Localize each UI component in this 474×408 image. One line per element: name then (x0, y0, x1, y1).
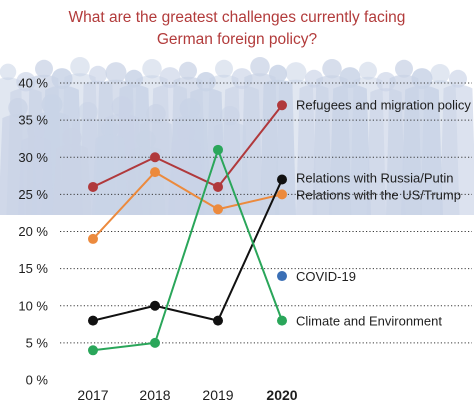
person-body-shape (440, 84, 474, 215)
person-head-shape (27, 121, 45, 140)
grid-lines (60, 82, 472, 344)
data-point (213, 144, 223, 155)
x-tick-label: 2017 (77, 387, 108, 403)
data-point (213, 181, 223, 192)
data-point (88, 181, 98, 192)
person-head-shape (70, 56, 90, 77)
y-tick-label: 10 % (18, 298, 48, 313)
data-point (277, 100, 287, 111)
person-head-shape (395, 59, 413, 78)
person-head-shape (250, 56, 270, 77)
series-label: Relations with Russia/Putin (296, 171, 454, 186)
y-tick-label: 20 % (18, 224, 48, 239)
chart-title-line-2: German foreign policy? (157, 31, 318, 48)
data-point (88, 345, 98, 356)
person-body-shape (210, 122, 250, 215)
person-head-shape (35, 59, 53, 78)
data-point (277, 174, 287, 185)
chart-title: What are the greatest challenges current… (69, 9, 406, 48)
series-line (92, 104, 283, 188)
person-head-shape (142, 58, 162, 79)
person-body-shape (92, 134, 128, 215)
data-point (277, 315, 287, 326)
person-head-shape (8, 97, 28, 118)
data-point (88, 315, 98, 326)
person-head-shape (285, 62, 307, 84)
series-line (92, 179, 283, 322)
person-head-shape (78, 101, 98, 122)
person-head-shape (41, 94, 63, 116)
person-head-shape (111, 96, 133, 118)
person-head-shape (62, 127, 82, 148)
x-tick-label: 2019 (202, 387, 233, 403)
person-head-shape (269, 64, 287, 83)
chart-title-line-1: What are the greatest challenges current… (69, 9, 406, 26)
person-body-shape (18, 136, 54, 215)
person-head-shape (146, 103, 166, 124)
data-point (213, 204, 223, 215)
y-axis-ticks: 0 % 5 % 10 % 15 % 20 % 25 % 30 % 35 % 40 % (18, 76, 48, 388)
data-point (88, 233, 98, 244)
person-head-shape (0, 63, 17, 81)
series-line (92, 148, 283, 352)
person-head-shape (101, 119, 119, 138)
series-label: Climate and Environment (296, 314, 442, 329)
y-tick-label: 25 % (18, 187, 48, 202)
person-head-shape (179, 98, 201, 120)
series-line (92, 171, 283, 240)
series-label: Refugees and migration policy (296, 97, 471, 112)
series-lines (88, 100, 287, 356)
person-head-shape (177, 123, 195, 142)
y-tick-label: 15 % (18, 261, 48, 276)
data-point (277, 271, 287, 282)
person-head-shape (179, 61, 197, 80)
person-head-shape (322, 58, 342, 79)
person-head-shape (430, 63, 450, 84)
y-tick-label: 40 % (18, 76, 48, 91)
series-label: Relations with the US/Trump (296, 187, 461, 202)
y-tick-label: 5 % (26, 335, 49, 350)
data-point (150, 167, 160, 178)
person-head-shape (449, 69, 467, 88)
data-point (150, 300, 160, 311)
x-axis-ticks: 2017 2018 2019 2020 (77, 387, 297, 403)
x-tick-label: 2018 (139, 387, 170, 403)
person-head-shape (220, 105, 240, 126)
person-head-shape (359, 61, 377, 80)
person-head-shape (136, 129, 156, 150)
person-head-shape (105, 62, 127, 84)
person-body-shape (52, 144, 92, 215)
y-tick-label: 30 % (18, 150, 48, 165)
y-tick-label: 0 % (26, 373, 49, 388)
data-point (277, 189, 287, 200)
data-point (213, 315, 223, 326)
data-point (150, 337, 160, 348)
person-head-shape (215, 59, 233, 78)
x-tick-label: 2020 (266, 387, 297, 403)
legend-labels: Refugees and migration policy Relations w… (296, 97, 471, 328)
series-label: COVID-19 (296, 269, 356, 284)
person-head-shape (89, 65, 107, 84)
y-tick-label: 35 % (18, 113, 48, 128)
data-point (150, 152, 160, 163)
